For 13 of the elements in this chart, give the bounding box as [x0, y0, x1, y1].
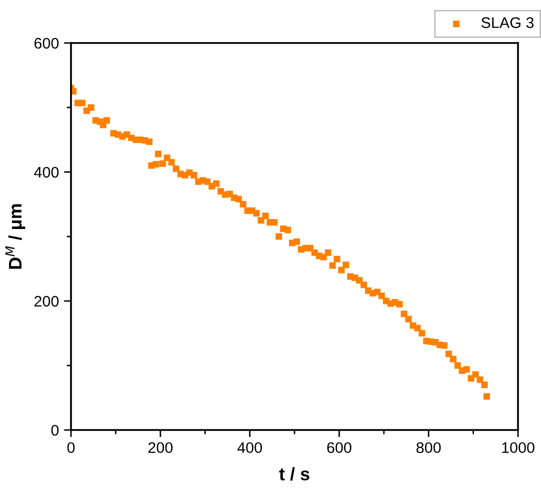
y-tick-label: 0 [51, 424, 59, 436]
x-axis-title: t / s [279, 467, 310, 481]
x-tick-label: 200 [148, 442, 173, 454]
y-axis-title: D$^{M}$ / μm [5, 204, 26, 269]
x-tick-label: 0 [67, 442, 75, 454]
x-tick-label: 400 [237, 442, 262, 454]
x-tick-label: 800 [416, 442, 441, 454]
x-tick-label: 1000 [502, 442, 534, 454]
legend-label: SLAG 3 [481, 17, 534, 28]
y-tick-label: 200 [34, 296, 59, 307]
y-tick-label: 400 [34, 166, 59, 178]
x-tick-label: 600 [327, 442, 352, 454]
y-tick-label: 600 [34, 38, 59, 49]
